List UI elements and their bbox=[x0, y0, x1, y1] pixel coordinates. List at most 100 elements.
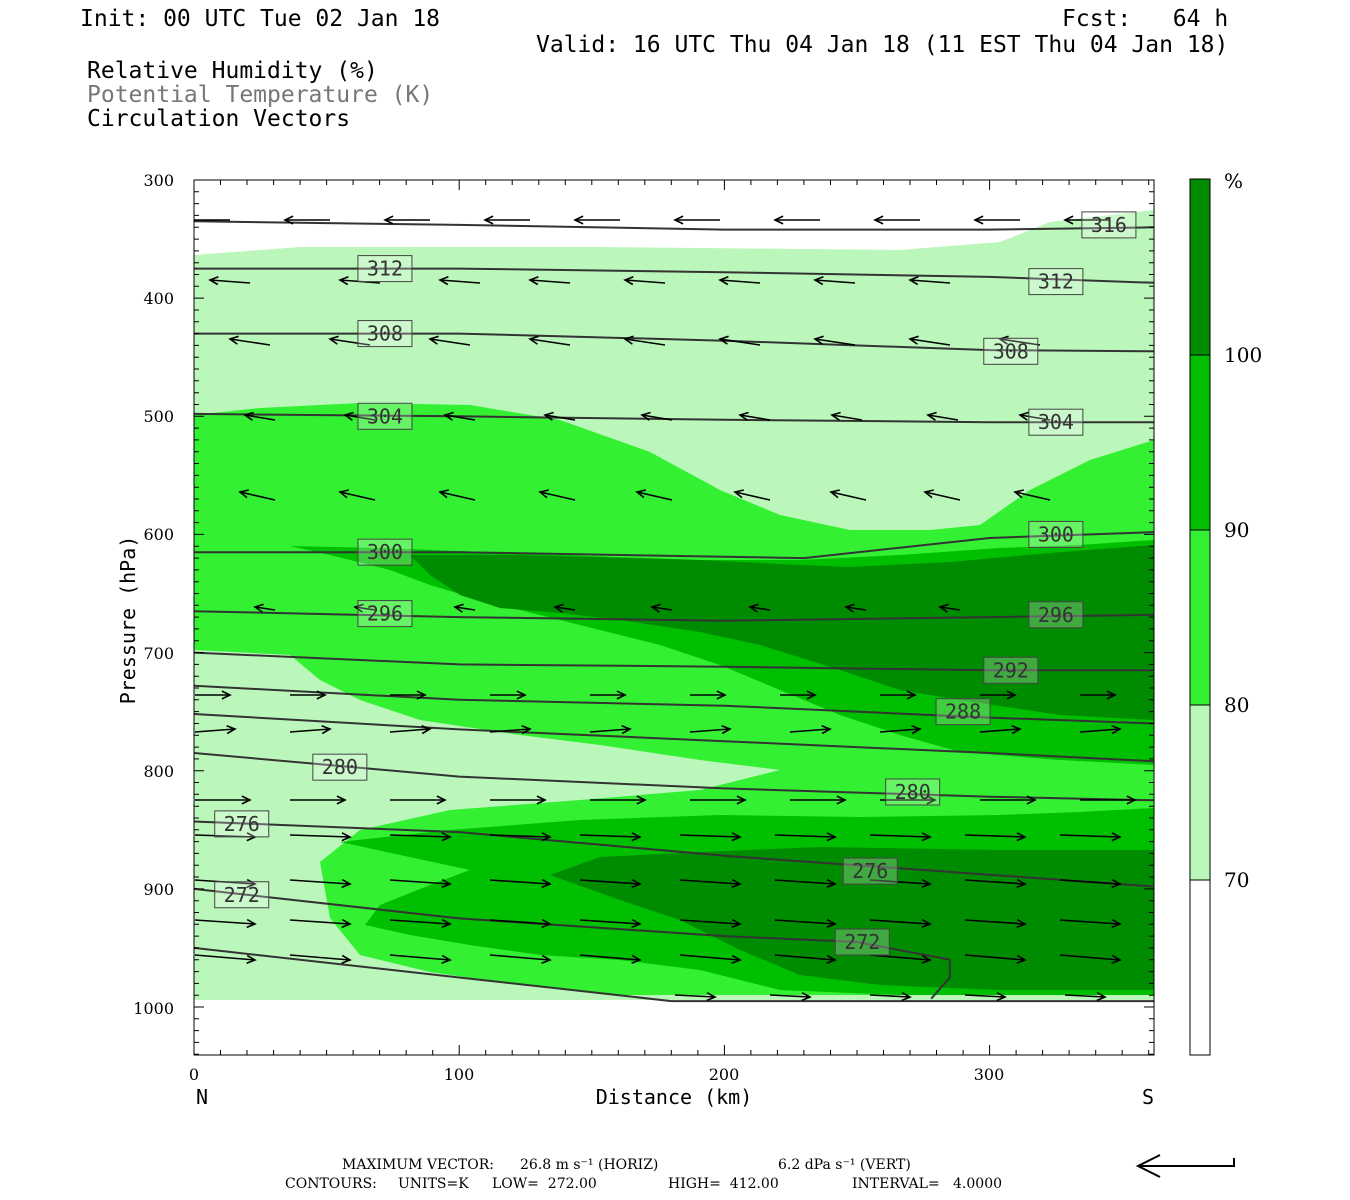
contours-high: HIGH= 412.00 bbox=[668, 1176, 779, 1192]
colorbar-unit: % bbox=[1224, 169, 1243, 193]
circulation-vector bbox=[328, 335, 371, 346]
circulation-vector bbox=[290, 690, 327, 700]
circulation-vector bbox=[538, 489, 576, 501]
circulation-vector bbox=[590, 795, 647, 805]
circulation-vector bbox=[383, 215, 430, 225]
circulation-vector bbox=[579, 918, 642, 929]
isentrope-label-box bbox=[214, 881, 270, 909]
circulation-vector bbox=[973, 215, 1020, 225]
circulation-vector bbox=[543, 411, 576, 421]
circulation-vector bbox=[830, 411, 863, 421]
circulation-vector bbox=[679, 878, 742, 889]
isentrope-label-box bbox=[1081, 211, 1137, 239]
isentrope-label-308: 308 bbox=[983, 337, 1039, 365]
isentrope-label-text: 276 bbox=[224, 812, 260, 836]
field-vector-label: Circulation Vectors bbox=[87, 106, 351, 132]
isentrope-label-box bbox=[214, 810, 270, 838]
isentrope-label-text: 316 bbox=[1091, 213, 1127, 237]
circulation-vector bbox=[964, 954, 1027, 964]
isentrope-label-312: 312 bbox=[357, 255, 413, 283]
field-theta-label: Potential Temperature (K) bbox=[87, 82, 434, 108]
isentrope-label-text: 272 bbox=[224, 883, 260, 907]
circulation-vector bbox=[908, 335, 951, 346]
circulation-vector bbox=[589, 724, 632, 735]
isentrope-label-304: 304 bbox=[357, 402, 413, 430]
isentrope-label-box bbox=[357, 255, 413, 283]
colorbar-level-70: 70 bbox=[1224, 868, 1249, 892]
circulation-vector bbox=[774, 954, 837, 964]
isentrope-label-box bbox=[357, 600, 413, 628]
circulation-vector bbox=[228, 335, 271, 346]
isentrope-label-text: 288 bbox=[945, 700, 981, 724]
circulation-vector bbox=[998, 335, 1041, 346]
isentrope-300 bbox=[194, 531, 1154, 560]
circulation-vector bbox=[289, 878, 352, 889]
circulation-vector bbox=[689, 724, 732, 735]
isentrope-304 bbox=[194, 412, 1154, 424]
circulation-vector bbox=[869, 832, 932, 842]
circulation-vector bbox=[573, 215, 620, 225]
isentrope-label-text: 292 bbox=[993, 658, 1029, 682]
circulation-vector bbox=[1080, 795, 1137, 805]
circulation-vector bbox=[1059, 918, 1122, 929]
circulation-vector bbox=[1079, 724, 1122, 735]
circulation-vector bbox=[738, 411, 771, 421]
isentrope-label-292: 292 bbox=[983, 656, 1039, 684]
circulation-vector bbox=[813, 335, 856, 346]
isentrope-292 bbox=[194, 651, 1154, 672]
circulation-vector bbox=[679, 918, 742, 929]
isentropes bbox=[194, 220, 1154, 1003]
isentrope-308 bbox=[194, 332, 1154, 353]
circulation-vector bbox=[389, 878, 452, 889]
circulation-vector bbox=[789, 724, 832, 735]
rh-100-region-upper bbox=[410, 545, 1154, 720]
circulation-vector bbox=[194, 724, 237, 735]
isentrope-label-text: 296 bbox=[367, 602, 403, 626]
isentrope-label-272: 272 bbox=[834, 928, 890, 956]
circulation-vector bbox=[679, 832, 742, 842]
circulation-vector bbox=[790, 795, 847, 805]
y-tick-label: 400 bbox=[143, 289, 174, 308]
colorbar: % 100 90 80 70 bbox=[1189, 169, 1262, 1056]
isentrope-label-box bbox=[834, 928, 890, 956]
y-axis-tick-labels: 300 400 500 600 700 800 900 1000 bbox=[133, 171, 174, 1018]
isentrope-label-272: 272 bbox=[214, 881, 270, 909]
isentrope-surface bbox=[194, 946, 1154, 1003]
isentrope-label-300: 300 bbox=[1028, 520, 1084, 548]
circulation-vector bbox=[1059, 832, 1122, 842]
isentrope-label-box bbox=[983, 337, 1039, 365]
init-time: Init: 00 UTC Tue 02 Jan 18 bbox=[80, 6, 441, 32]
isentrope-label-box bbox=[842, 857, 898, 885]
isentrope-label-box bbox=[983, 656, 1039, 684]
circulation-vector bbox=[443, 411, 476, 421]
circulation-vector bbox=[964, 878, 1027, 889]
circulation-vector bbox=[829, 489, 867, 501]
circulation-vector bbox=[390, 690, 427, 700]
isentrope-label-box bbox=[1028, 408, 1084, 436]
circulation-vector bbox=[813, 275, 856, 286]
isentrope-label-280: 280 bbox=[312, 753, 368, 781]
isentrope-label-box bbox=[357, 320, 413, 348]
colorbar-bin-90 bbox=[1190, 355, 1210, 530]
isentrope-288 bbox=[194, 684, 1154, 725]
contours-interval: INTERVAL= 4.0000 bbox=[852, 1176, 1003, 1192]
circulation-vector bbox=[389, 918, 452, 929]
isentrope-label-box bbox=[1028, 268, 1084, 296]
isentrope-label-300: 300 bbox=[357, 538, 413, 566]
circulation-vector bbox=[438, 489, 476, 501]
isentrope-label-296: 296 bbox=[1028, 601, 1084, 629]
colorbar-level-100: 100 bbox=[1224, 343, 1262, 367]
circulation-vector bbox=[623, 335, 666, 346]
contours-units: UNITS=K bbox=[398, 1176, 469, 1192]
circulation-vector bbox=[1013, 489, 1051, 501]
circulation-vector bbox=[880, 690, 917, 700]
colorbar-bin-below-70 bbox=[1190, 880, 1210, 1055]
circulation-vector bbox=[483, 215, 530, 225]
circulation-vector bbox=[844, 603, 867, 613]
circulation-vector bbox=[289, 724, 332, 735]
circulation-vector bbox=[964, 832, 1027, 842]
circulation-vector bbox=[490, 795, 547, 805]
circulation-vector bbox=[674, 991, 717, 1002]
y-tick-label: 300 bbox=[143, 171, 174, 190]
